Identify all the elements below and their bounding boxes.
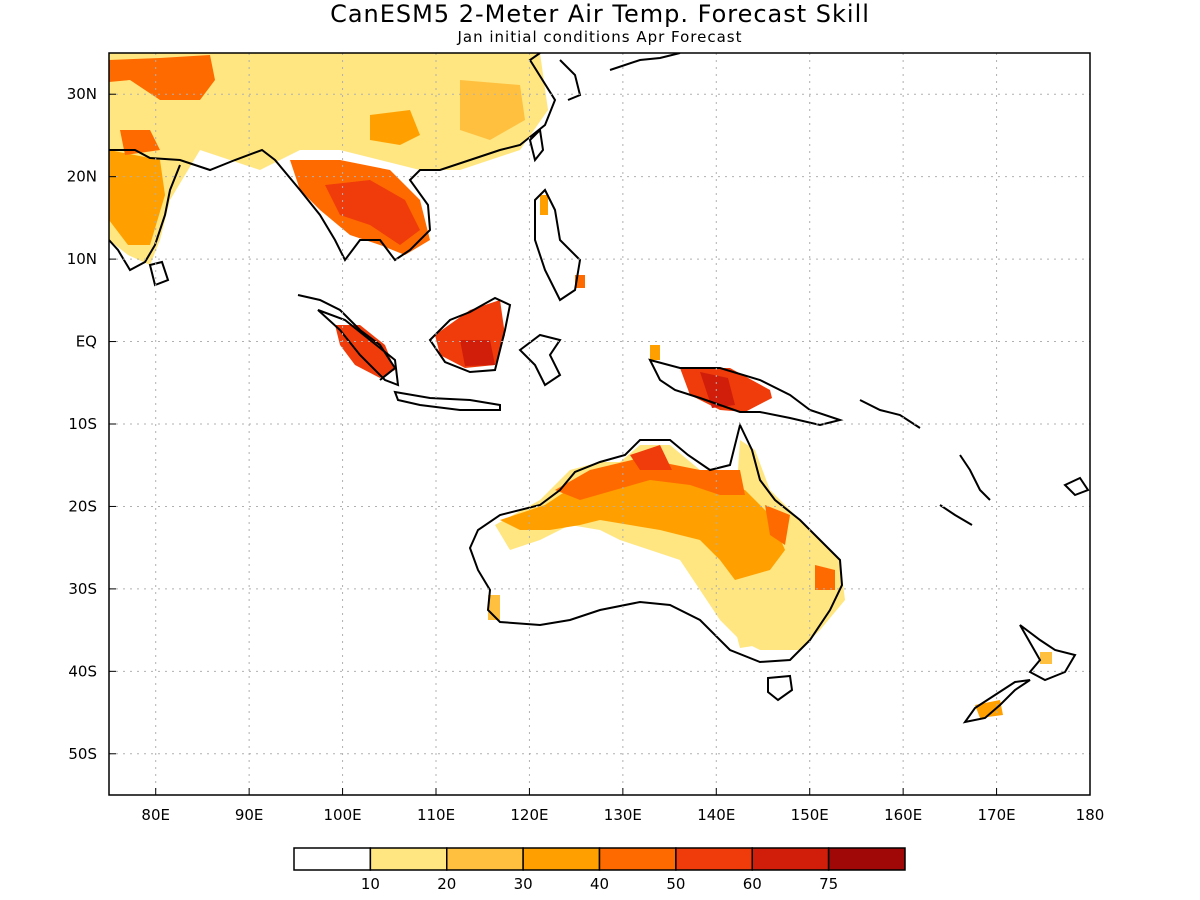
coast-vanuatu (959, 454, 991, 501)
coast-solomons (859, 399, 921, 429)
y-tick-label: 10N (67, 250, 97, 268)
coast-sumatra (317, 309, 400, 387)
coast-new-zealand-south (962, 679, 1031, 724)
colorbar-swatch (598, 847, 677, 871)
colorbar-swatch (522, 847, 601, 871)
skill-region-australia (488, 440, 845, 650)
coast-asia-mainland (109, 53, 557, 262)
plot-frame (108, 52, 1091, 796)
colorbar-swatch (827, 847, 906, 871)
colorbar-tick-label: 10 (361, 875, 380, 893)
skill-region-maritime (335, 195, 772, 412)
x-tick-label: 90E (235, 806, 264, 824)
skill-region-asia (109, 53, 548, 265)
y-tick-label: 40S (68, 662, 97, 680)
x-tick-label: 130E (604, 806, 642, 824)
x-tick-label: 100E (324, 806, 362, 824)
colorbar-tick-label: 75 (819, 875, 838, 893)
colorbar-tick-label: 20 (437, 875, 456, 893)
coast-borneo (428, 296, 512, 374)
coast-korea (559, 59, 582, 101)
tick-layer (109, 93, 1091, 795)
skill-region-new-zealand (975, 652, 1052, 718)
tick-label-layer: 80E 90E 100E 110E 120E 130E 140E 150E 160E 170E 18… (67, 85, 1105, 824)
colorbar-swatch (675, 847, 753, 871)
x-tick-label: 170E (978, 806, 1016, 824)
coast-japan (609, 53, 681, 71)
y-tick-label: EQ (76, 333, 97, 351)
y-tick-label: 30S (68, 580, 97, 598)
skill-shading-layer (109, 53, 1052, 718)
colorbar-swatch (751, 847, 830, 871)
colorbar-tick-label: 30 (514, 875, 533, 893)
coast-australia (468, 422, 844, 664)
coast-india (109, 164, 181, 272)
coastline-layer (109, 53, 1090, 724)
coast-sri-lanka (148, 260, 170, 287)
coast-java (393, 390, 501, 411)
map-subtitle: Jan initial conditions Apr Forecast (457, 28, 743, 46)
x-tick-label: 80E (141, 806, 170, 824)
x-tick-label: 160E (884, 806, 922, 824)
y-tick-label: 20N (67, 168, 97, 186)
colorbar-swatch (369, 847, 448, 871)
coast-tasmania (767, 674, 794, 702)
coast-sulawesi (518, 333, 562, 387)
x-tick-label: 180 (1076, 806, 1105, 824)
y-tick-label: 30N (67, 85, 97, 103)
colorbar-tick-label: 50 (666, 875, 685, 893)
coast-new-guinea (648, 358, 844, 427)
colorbar-swatch (446, 847, 524, 871)
x-tick-label: 120E (510, 806, 548, 824)
colorbar: 10 20 30 40 50 60 75 (293, 847, 906, 893)
x-tick-label: 140E (697, 806, 735, 824)
coast-philippines (534, 188, 582, 302)
coast-fiji (1063, 476, 1090, 497)
x-tick-label: 110E (417, 806, 455, 824)
grid-layer (109, 53, 1090, 795)
coast-new-zealand-north (1019, 624, 1077, 682)
coast-new-caledonia (939, 504, 973, 526)
colorbar-swatch (293, 847, 372, 871)
colorbar-tick-label: 60 (743, 875, 762, 893)
y-tick-label: 10S (68, 415, 97, 433)
colorbar-tick-label: 40 (590, 875, 609, 893)
y-tick-label: 50S (68, 745, 97, 763)
x-tick-label: 150E (791, 806, 829, 824)
coast-taiwan (528, 127, 545, 163)
map-title: CanESM5 2-Meter Air Temp. Forecast Skill (330, 0, 870, 28)
y-tick-label: 20S (68, 497, 97, 515)
